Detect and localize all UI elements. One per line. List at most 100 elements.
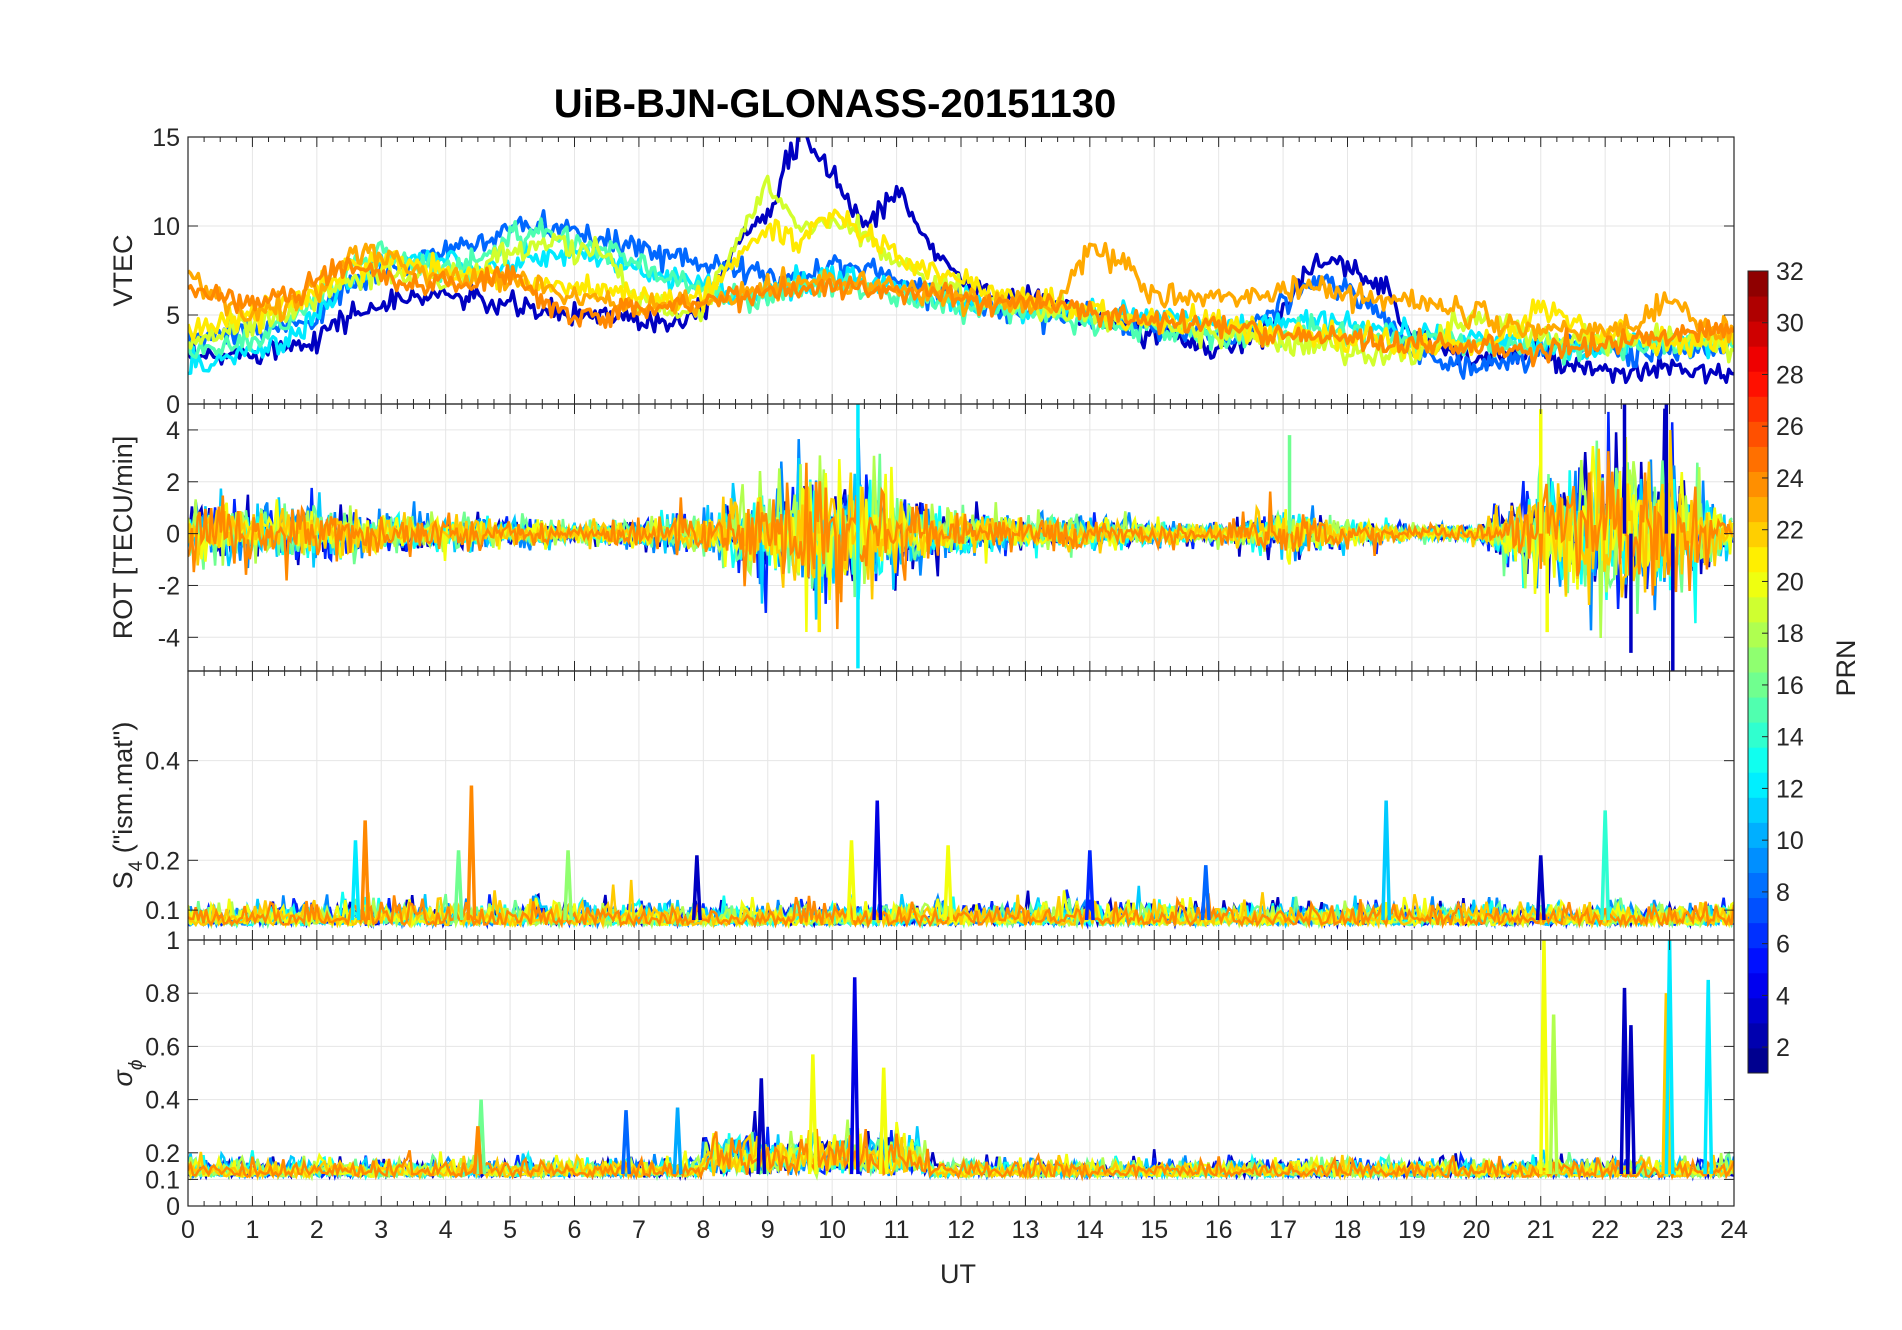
y-axis-label-sigphi: σϕ [108,1060,147,1087]
sigphi-spike [672,1107,683,1175]
x-tick-label: 15 [1140,1216,1168,1244]
rot-line-prn-24 [188,451,1734,630]
y-tick-label: 0 [166,521,180,549]
colorbar-cell [1748,596,1768,623]
s4-spike [1600,810,1611,921]
colorbar-cell [1748,371,1768,397]
colorbar-frame [1747,270,1769,1074]
y-tick-label: 1 [166,927,180,955]
y-tick-label: 0.8 [145,980,180,1008]
sigphi-spike [807,1054,818,1175]
x-tick-label: 7 [632,1216,646,1244]
colorbar-cell [1748,947,1768,974]
colorbar-cell [1748,872,1768,899]
colorbar-cell [1748,321,1768,347]
colorbar-cell [1748,972,1768,999]
colorbar-tick-label: 12 [1776,775,1804,803]
colorbar-tick-label: 26 [1776,413,1804,441]
s4-spike [360,820,371,921]
y-tick-label: 4 [166,417,180,445]
colorbar-cell [1748,997,1768,1024]
colorbar-tick-label: 14 [1776,724,1804,752]
sigphi-spike [472,1126,483,1175]
colorbar-tick-label: 20 [1776,568,1804,596]
y-tick-label: 0.2 [145,1140,180,1168]
sigphi-spike [1539,940,1549,1175]
s4-spike [350,840,361,921]
colorbar-cell [1748,1047,1768,1074]
sigphi-spike [849,977,860,1175]
x-tick-label: 2 [310,1216,324,1244]
colorbar-cell [1748,922,1768,949]
panel-sigphi-data [188,940,1734,1182]
colorbar-label: PRN [1831,639,1861,696]
panel-s4-data [188,785,1734,930]
colorbar-cell [1748,396,1768,422]
y-tick-label: 0.2 [145,847,180,875]
vtec-line-prn-23 [188,241,1734,344]
x-tick-label: 24 [1720,1216,1748,1244]
colorbar-cell [1748,722,1768,748]
colorbar-cell [1748,897,1768,924]
colorbar-cell [1748,822,1768,848]
x-tick-label: 12 [947,1216,975,1244]
colorbar-cell [1748,646,1768,673]
vtec-line-prn-24 [188,256,1734,368]
s4-spike [691,855,702,921]
y-tick-label: 10 [152,213,180,241]
colorbar-tick-label: 18 [1776,620,1804,648]
y-tick-label: 5 [166,302,180,330]
x-tick-label: 4 [439,1216,453,1244]
x-tick-label: 17 [1269,1216,1297,1244]
colorbar-cell [1748,496,1768,523]
y-tick-label: 15 [152,124,180,152]
colorbar-cell [1748,571,1768,598]
colorbar-cell [1748,296,1768,322]
x-tick-label: 23 [1656,1216,1684,1244]
y-tick-label: 2 [166,469,180,497]
rot-line-prn-22 [188,429,1734,606]
y-axis-label-rot: ROT [TECU/min] [108,436,138,640]
colorbar-cell [1748,421,1768,447]
colorbar-cell [1748,621,1768,648]
s4-spike [943,845,954,921]
s4-spike [563,850,574,921]
panel-vtec-data [188,137,1734,385]
colorbar-cell [1748,797,1768,823]
figure-title: UiB-BJN-GLONASS-20151130 [554,82,1116,126]
colorbar-cell [1748,1022,1768,1049]
colorbar-cell [1748,346,1768,372]
panel-rot-data [188,404,1734,671]
y-tick-label: -4 [158,624,180,652]
y-tick-label: 0.6 [145,1033,180,1061]
s4-spike [846,840,857,921]
s4-spike [1200,865,1211,921]
colorbar-tick-label: 2 [1776,1034,1790,1062]
rot-line-prn-20 [188,436,1734,633]
sigphi-spike [1625,1025,1636,1175]
colorbar-cell [1748,747,1768,773]
colorbar-tick-label: 28 [1776,361,1804,389]
s4-spike [1381,800,1392,921]
colorbar-cell [1748,271,1768,297]
x-tick-label: 3 [374,1216,388,1244]
colorbar-tick-label: 30 [1776,310,1804,338]
colorbar-cell [1748,772,1768,798]
sigphi-spike [1548,1014,1559,1175]
colorbar-cell [1748,697,1768,723]
rot-line-prn-3 [188,408,1734,599]
x-tick-label: 0 [181,1216,195,1244]
sigphi-spike [1619,987,1630,1175]
colorbar-tick-label: 10 [1776,827,1804,855]
s4-spike [1084,850,1095,921]
y-tick-label: 0.1 [145,1166,180,1194]
data-layer [188,137,1734,1182]
colorbar-tick-label: 6 [1776,931,1790,959]
x-tick-label: 20 [1462,1216,1490,1244]
y-tick-label: 0 [166,391,180,419]
y-axis-label-vtec: VTEC [108,234,138,306]
y-tick-label: 0.1 [145,897,180,925]
